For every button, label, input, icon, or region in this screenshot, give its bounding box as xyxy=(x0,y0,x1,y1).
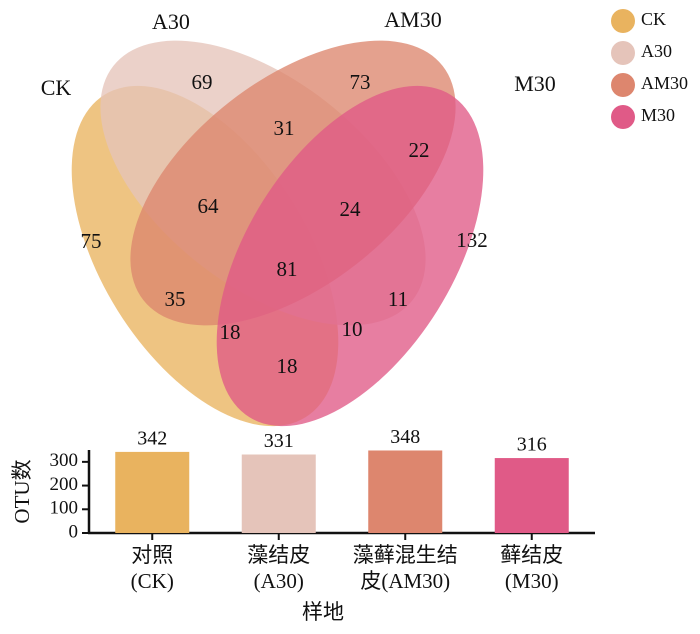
venn-region-count-ck-a30-am30: 64 xyxy=(198,194,220,218)
venn-region-count-ck-am30-m30: 18 xyxy=(220,320,241,344)
bar-1 xyxy=(115,451,190,533)
x-category-label-4-line-1: 藓结皮 xyxy=(500,543,563,567)
venn-region-count-a30-am30-m30: 24 xyxy=(340,197,362,221)
bar-2 xyxy=(241,454,316,533)
legend-label-a30: A30 xyxy=(641,41,672,61)
venn-region-count-ck-m30: 18 xyxy=(277,354,298,378)
bar-value-label-1: 342 xyxy=(137,427,167,449)
venn-ellipse-m30 xyxy=(216,85,484,427)
venn-region-count-ck-am30: 35 xyxy=(165,287,186,311)
bar-value-label-4: 316 xyxy=(517,434,547,456)
venn-region-count-am30-m30: 22 xyxy=(409,138,430,162)
venn-region-count-m30: 132 xyxy=(456,228,488,252)
legend-swatch-am30 xyxy=(611,73,635,97)
x-axis-title: 样地 xyxy=(302,600,344,624)
bar-3 xyxy=(368,450,443,533)
y-axis-title: OTU数 xyxy=(10,459,34,523)
venn-region-count-ck: 75 xyxy=(81,229,102,253)
legend-label-am30: AM30 xyxy=(641,73,688,93)
venn-region-count-am30: 73 xyxy=(350,70,371,94)
y-tick-label: 100 xyxy=(50,498,79,519)
y-tick-label: 300 xyxy=(50,450,79,471)
venn-set-label-ck: CK xyxy=(41,75,72,100)
x-category-label-4-line-2: (M30) xyxy=(505,569,559,593)
y-tick-label: 200 xyxy=(50,474,79,495)
legend-label-m30: M30 xyxy=(641,105,675,125)
x-category-label-3-line-1: 藻藓混生结 xyxy=(353,543,458,567)
x-category-label-1-line-1: 对照 xyxy=(131,543,173,567)
venn-legend: CK A30 AM30 M30 xyxy=(611,9,688,129)
x-category-label-2-line-2: (A30) xyxy=(254,569,304,593)
legend-swatch-a30 xyxy=(611,41,635,65)
venn-diagram: CK A30 AM30 M30 69 73 31 22 64 24 75 132 81 35 11 18 10 1… xyxy=(41,7,556,427)
venn-region-count-ck-a30-am30-m30: 81 xyxy=(277,257,298,281)
x-category-label-2-line-1: 藻结皮 xyxy=(247,543,310,567)
venn-set-label-a30: A30 xyxy=(152,9,190,34)
bar-4 xyxy=(494,458,569,533)
legend-swatch-m30 xyxy=(611,105,635,129)
venn-region-count-ck-a30-m30: 10 xyxy=(342,317,363,341)
legend-label-ck: CK xyxy=(641,9,666,29)
venn-region-count-a30-m30: 11 xyxy=(388,287,408,311)
venn-region-count-a30-am30: 31 xyxy=(274,116,295,140)
legend-swatch-ck xyxy=(611,9,635,33)
y-tick-label: 0 xyxy=(69,521,79,542)
x-category-label-1-line-2: (CK) xyxy=(131,569,174,593)
venn-set-label-am30: AM30 xyxy=(384,7,441,32)
venn-set-label-m30: M30 xyxy=(514,71,556,96)
bar-value-label-3: 348 xyxy=(390,426,420,448)
bar-value-label-2: 331 xyxy=(264,430,294,452)
x-category-label-3-line-2: 皮(AM30) xyxy=(360,569,450,593)
venn-region-count-a30: 69 xyxy=(192,70,213,94)
